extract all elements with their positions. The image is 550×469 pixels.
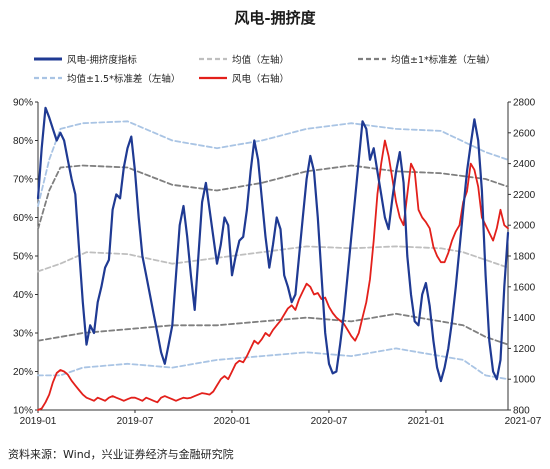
- crowding-indicator-line: [36, 106, 510, 383]
- right-tick-label: 1400: [513, 313, 536, 324]
- right-tick-label: 1200: [513, 344, 536, 355]
- left-tick-label: 80%: [13, 136, 33, 147]
- right-tick-label: 2200: [513, 190, 536, 201]
- left-tick-label: 30%: [13, 329, 33, 340]
- right-tick-label: 2800: [513, 98, 536, 109]
- legend-label-sd1: 均值±1*标准差（左轴）: [391, 54, 495, 66]
- right-tick-label: 1000: [513, 375, 536, 386]
- sd15-upper-line: [37, 120, 509, 207]
- chart-title: 风电-拥挤度: [234, 9, 316, 27]
- left-tick-label: 40%: [13, 290, 33, 301]
- right-tick-label: 2600: [513, 128, 536, 139]
- x-tick-label: 2020-01: [214, 416, 251, 427]
- legend-label-sd15: 均值±1.5*标准差（左轴）: [67, 73, 180, 85]
- sd15-lower-line: [37, 347, 509, 381]
- left-tick-label: 10%: [13, 406, 33, 417]
- right-tick-label: 2000: [513, 221, 536, 232]
- right-tick-label: 1800: [513, 252, 536, 263]
- plot-lines: [36, 106, 510, 411]
- x-tick-label: 2019-07: [117, 416, 154, 427]
- x-tick-label: 2021-07: [505, 416, 542, 427]
- legend-label-crowding: 风电-拥挤度指标: [67, 54, 137, 66]
- legend-label-mean: 均值（左轴）: [232, 54, 289, 66]
- left-tick-label: 20%: [13, 367, 33, 378]
- x-tick-label: 2021-01: [408, 416, 445, 427]
- x-tick-label: 2020-07: [311, 416, 348, 427]
- left-tick-label: 90%: [13, 98, 33, 109]
- left-tick-label: 50%: [13, 252, 33, 263]
- right-tick-label: 2400: [513, 159, 536, 170]
- right-tick-label: 1600: [513, 282, 536, 293]
- left-tick-label: 70%: [13, 175, 33, 186]
- legend-label-index: 风电（右轴）: [232, 73, 289, 85]
- axes: 10% 20% 30% 40% 50% 60% 70% 80% 90% 800 1000 1200 14…: [13, 98, 542, 428]
- x-tick-label: 2019-01: [20, 416, 57, 427]
- left-tick-label: 60%: [13, 213, 33, 224]
- source-note: 资料来源：Wind，兴业证券经济与金融研究院: [8, 447, 234, 461]
- right-tick-label: 800: [513, 406, 530, 417]
- wind-index-line: [37, 139, 509, 411]
- sd1-upper-line: [37, 164, 509, 230]
- sd1-lower-line: [37, 312, 509, 346]
- chart-legend: 风电-拥挤度指标 均值（左轴） 均值±1*标准差（左轴） 均值±1.5*标准差（…: [34, 54, 495, 85]
